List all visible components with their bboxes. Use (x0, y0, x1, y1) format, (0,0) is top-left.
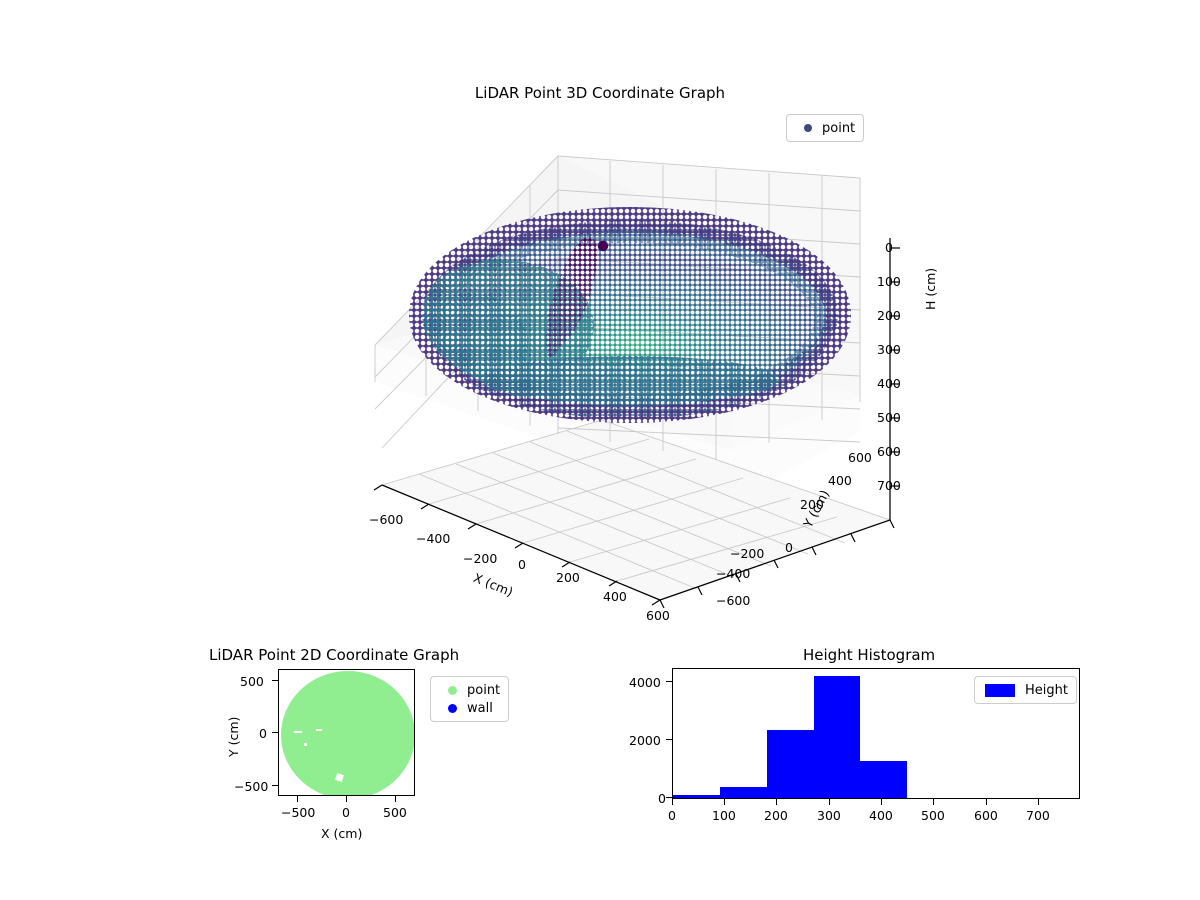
tickmark-y2d (272, 732, 278, 734)
axis-label-z3d: H (cm) (923, 267, 938, 310)
tick-xhist-0: 0 (668, 808, 676, 823)
tick-x3d-5: 400 (603, 589, 627, 604)
tick-xhist-5: 500 (921, 808, 945, 823)
chart-3d-title: LiDAR Point 3D Coordinate Graph (474, 84, 726, 102)
tick-xhist-2: 200 (764, 808, 788, 823)
legend-marker-wall-icon (448, 703, 457, 713)
tick-z3d-0: 0 (885, 240, 893, 255)
legend-label-height: Height (1025, 682, 1068, 698)
legend-label-point: point (467, 682, 501, 698)
legend-entry-point: point (439, 681, 500, 699)
cloud-gap (304, 743, 307, 746)
legend-marker-point-icon (804, 124, 812, 132)
tickmark-xhist (672, 799, 674, 805)
tick-x3d-1: −400 (416, 531, 451, 546)
legend-entry-point: point (795, 119, 855, 137)
tickmark-x2d (297, 796, 299, 802)
cloud-gap (279, 670, 289, 680)
tick-y3d-5: 400 (828, 473, 852, 488)
tick-x2d-0: −500 (281, 805, 316, 820)
legend-entry-wall: wall (439, 699, 500, 717)
chart-2d-title: LiDAR Point 2D Coordinate Graph (209, 646, 460, 664)
outlier-point (597, 240, 609, 252)
tick-xhist-6: 600 (974, 808, 998, 823)
tickmark-y2d (272, 785, 278, 787)
tick-xhist-4: 400 (869, 808, 893, 823)
hist-bar (719, 787, 767, 798)
hist-bar (673, 794, 720, 798)
legend-marker-point-icon (448, 685, 457, 695)
tick-z3d-2: 200 (877, 308, 901, 323)
point-cloud-3d (409, 207, 851, 423)
chart-2d-axes[interactable] (278, 669, 415, 796)
tickmark-xhist (724, 799, 726, 805)
tick-z3d-3: 300 (877, 342, 901, 357)
axes3d-ticks (373, 247, 900, 609)
tick-z3d-7: 700 (877, 478, 901, 493)
tick-z3d-1: 100 (877, 274, 901, 289)
tick-yhist-0: 0 (658, 791, 666, 806)
tick-y3d-3: 0 (785, 540, 793, 555)
chart-3d-legend[interactable]: point (786, 114, 865, 142)
tick-yhist-1: 2000 (629, 733, 661, 748)
tick-xhist-7: 700 (1026, 808, 1050, 823)
tickmark-xhist (933, 799, 935, 805)
chart-hist-legend[interactable]: Height (974, 676, 1077, 704)
tickmark-xhist (829, 799, 831, 805)
tick-x3d-4: 200 (556, 570, 580, 585)
tick-x2d-2: 500 (383, 805, 407, 820)
chart-hist-axes[interactable] (672, 668, 1080, 799)
tick-y2d-0: −500 (234, 779, 269, 794)
tickmark-xhist (881, 799, 883, 805)
tickmark-yhist (666, 797, 672, 799)
tickmark-xhist (986, 799, 988, 805)
chart-3d-axes[interactable] (330, 130, 950, 630)
tickmark-xhist (776, 799, 778, 805)
tickmark-yhist (666, 739, 672, 741)
legend-label-wall: wall (467, 700, 493, 716)
legend-marker-height-icon (985, 683, 1015, 697)
tick-y3d-1: −400 (716, 566, 751, 581)
tick-z3d-4: 400 (877, 376, 901, 391)
tick-y2d-2: 500 (240, 674, 264, 689)
axis-label-x2d: X (cm) (321, 826, 363, 841)
scatter-2d-point-cloud (281, 671, 414, 795)
tick-yhist-2: 4000 (629, 675, 661, 690)
tick-xhist-3: 300 (817, 808, 841, 823)
tick-y3d-0: −600 (716, 593, 751, 608)
cloud-gap (316, 729, 322, 731)
tick-y2d-1: 0 (259, 726, 267, 741)
tick-x3d-2: −200 (463, 551, 498, 566)
tickmark-y2d (272, 680, 278, 682)
tick-x3d-3: 0 (518, 557, 526, 572)
cloud-gap (294, 731, 302, 733)
legend-entry-height: Height (983, 681, 1068, 699)
hist-bar (766, 730, 814, 798)
tick-y3d-2: −200 (730, 546, 765, 561)
tickmark-x2d (346, 796, 348, 802)
tick-x3d-0: −600 (369, 512, 404, 527)
tick-z3d-6: 600 (877, 444, 901, 459)
tick-y3d-6: 600 (848, 450, 872, 465)
tick-x3d-6: 600 (646, 608, 670, 623)
axis-label-y2d: Y (cm) (226, 716, 241, 757)
hist-bar (813, 676, 861, 798)
hist-bar (860, 761, 908, 798)
tick-y3d-4: 200 (800, 497, 824, 512)
tickmark-xhist (1038, 799, 1040, 805)
chart-2d-legend[interactable]: point wall (430, 676, 510, 722)
cloud-gap (398, 686, 412, 696)
tick-xhist-1: 100 (712, 808, 736, 823)
tick-z3d-5: 500 (877, 410, 901, 425)
tickmark-yhist (666, 681, 672, 683)
tickmark-x2d (395, 796, 397, 802)
chart-hist-title: Height Histogram (803, 646, 936, 664)
tick-x2d-1: 0 (342, 805, 350, 820)
legend-label-point: point (822, 120, 856, 136)
